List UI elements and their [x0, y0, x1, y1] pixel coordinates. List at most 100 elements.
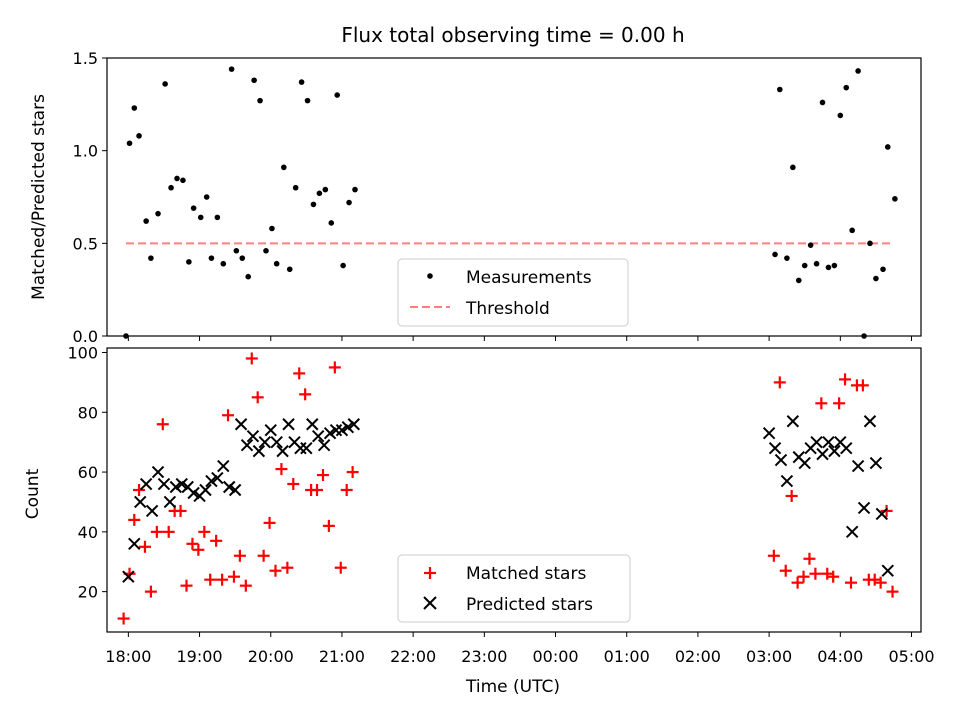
matched-star-marker — [856, 379, 869, 392]
matched-star-marker — [340, 484, 353, 496]
measurement-point — [126, 140, 133, 147]
matched-star-marker — [874, 576, 887, 589]
predicted-star-marker — [139, 477, 153, 491]
measurement-point — [837, 112, 844, 119]
predicted-star-marker — [163, 495, 177, 509]
measurement-point — [263, 247, 269, 254]
x-axis-label: Time (UTC) — [465, 677, 560, 697]
bottom-y-tick-label: 20 — [78, 583, 98, 602]
measurement-point — [174, 175, 180, 182]
measurement-point — [328, 220, 335, 226]
predicted-star-marker — [845, 525, 859, 539]
predicted-star-marker — [335, 424, 349, 437]
measurement-point — [208, 255, 215, 261]
predicted-star-marker — [875, 507, 889, 521]
measurement-point — [239, 255, 246, 261]
legend-measurement-dot — [427, 273, 433, 279]
predicted-star-marker — [347, 418, 361, 431]
matched-star-marker — [880, 504, 893, 517]
measurement-point — [190, 205, 197, 211]
predicted-star-marker — [857, 501, 871, 515]
matched-star-marker — [803, 552, 816, 565]
predicted-star-marker — [169, 480, 183, 494]
matched-star-marker — [162, 525, 175, 538]
bottom-y-tick-label: 80 — [78, 403, 98, 422]
matched-star-marker — [210, 534, 223, 547]
matched-star-marker — [251, 391, 264, 404]
predicted-star-markers — [122, 415, 894, 583]
matched-star-marker — [839, 373, 852, 386]
measurement-point — [257, 97, 263, 104]
bottom-y-tick-label: 100 — [67, 343, 98, 362]
measurement-point — [298, 79, 305, 85]
legend-measurements-label: Measurements — [466, 268, 592, 288]
predicted-star-marker — [840, 441, 853, 455]
predicted-star-marker — [768, 441, 782, 455]
matched-star-marker — [174, 504, 187, 517]
measurement-point — [292, 184, 299, 191]
matched-star-marker — [334, 561, 347, 574]
predicted-star-marker — [810, 435, 823, 449]
predicted-star-marker — [264, 424, 277, 437]
matched-star-marker — [287, 478, 300, 491]
predicted-star-marker — [270, 435, 283, 449]
predicted-star-marker — [228, 483, 242, 497]
predicted-star-marker — [828, 444, 841, 458]
bottom-legend: Matched stars Predicted stars — [397, 554, 631, 623]
predicted-star-marker — [211, 471, 224, 485]
measurement-point — [795, 277, 802, 284]
predicted-star-marker — [282, 418, 295, 431]
matched-star-marker — [779, 564, 792, 577]
measurement-point — [214, 214, 221, 221]
predicted-star-marker — [258, 435, 272, 449]
predicted-star-marker — [312, 429, 325, 443]
matched-star-marker — [281, 561, 294, 574]
measurement-point — [784, 255, 790, 261]
measurement-point — [352, 186, 358, 193]
predicted-star-marker — [151, 465, 165, 479]
matched-star-marker — [156, 418, 169, 431]
measurement-point — [186, 259, 192, 265]
measurement-point — [148, 255, 154, 261]
matched-star-marker — [322, 519, 335, 532]
measurement-point — [776, 86, 783, 93]
measurement-point — [304, 97, 311, 104]
top-y-tick-label: 0.0 — [73, 327, 98, 346]
matched-star-marker — [328, 361, 341, 374]
matched-star-marker — [785, 489, 798, 502]
measurement-point — [228, 66, 235, 72]
measurement-point — [197, 214, 204, 221]
predicted-star-marker — [122, 570, 135, 583]
legend-predicted-marker — [423, 596, 437, 610]
bottom-plot-frame — [106, 347, 922, 633]
predicted-star-marker — [199, 483, 212, 497]
bottom-legend-frame — [397, 554, 631, 623]
measurement-point — [233, 247, 240, 254]
matched-star-markers — [117, 352, 899, 625]
matched-star-marker — [797, 570, 810, 583]
measurement-point — [855, 68, 861, 74]
predicted-star-marker — [341, 421, 355, 434]
predicted-star-marker — [240, 438, 254, 452]
measurement-point — [801, 262, 808, 269]
matched-star-marker — [844, 576, 857, 589]
measurement-point — [286, 266, 293, 273]
matched-star-marker — [815, 397, 828, 410]
matched-star-marker — [180, 579, 193, 592]
bottom-y-axis-label: Count — [23, 468, 43, 519]
chart-title: Flux total observing time = 0.00 h — [341, 23, 684, 47]
measurement-point — [849, 227, 855, 234]
matched-star-marker — [346, 466, 359, 479]
top-y-tick-label: 0.5 — [73, 234, 98, 253]
legend-matched-marker — [424, 567, 436, 579]
measurement-point — [831, 262, 838, 269]
measurement-point — [867, 240, 873, 247]
measurement-point — [813, 260, 820, 267]
matched-star-marker — [245, 352, 258, 365]
top-plot-frame — [106, 57, 922, 337]
predicted-star-marker — [205, 474, 218, 488]
matched-star-marker — [186, 537, 199, 550]
predicted-star-marker — [157, 477, 171, 491]
measurement-point — [281, 164, 287, 171]
top-y-tick-label: 1.0 — [73, 142, 98, 161]
